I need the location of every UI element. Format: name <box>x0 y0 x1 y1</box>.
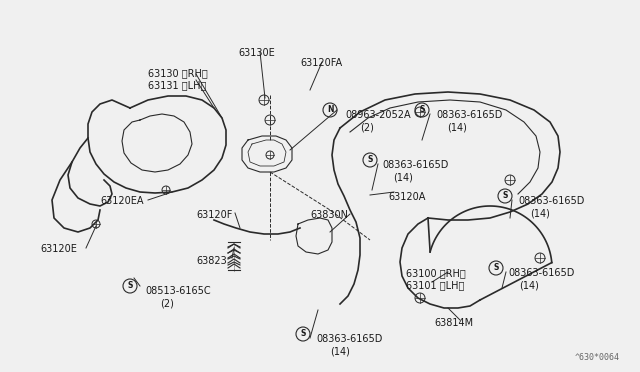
Text: (14): (14) <box>447 122 467 132</box>
Text: S: S <box>502 192 508 201</box>
Text: (14): (14) <box>393 172 413 182</box>
Text: 08363-6165D: 08363-6165D <box>518 196 584 206</box>
Text: 63120FA: 63120FA <box>300 58 342 68</box>
Text: 63101 〈LH〉: 63101 〈LH〉 <box>406 280 465 290</box>
Text: N: N <box>327 106 333 115</box>
Text: S: S <box>419 106 425 115</box>
Text: 08363-6165D: 08363-6165D <box>382 160 449 170</box>
Text: 63823: 63823 <box>196 256 227 266</box>
Text: S: S <box>367 155 372 164</box>
Text: 63131 〈LH〉: 63131 〈LH〉 <box>148 80 206 90</box>
Text: 63120EA: 63120EA <box>100 196 143 206</box>
Text: (14): (14) <box>519 280 539 290</box>
Text: S: S <box>493 263 499 273</box>
Text: S: S <box>127 282 132 291</box>
Text: 63100 〈RH〉: 63100 〈RH〉 <box>406 268 466 278</box>
Text: 63130 〈RH〉: 63130 〈RH〉 <box>148 68 208 78</box>
Text: 63814M: 63814M <box>434 318 473 328</box>
Text: (2): (2) <box>160 298 174 308</box>
Text: 08963-2052A: 08963-2052A <box>345 110 411 120</box>
Text: 63120F: 63120F <box>196 210 232 220</box>
Text: 63120A: 63120A <box>388 192 426 202</box>
Text: 08363-6165D: 08363-6165D <box>508 268 574 278</box>
Text: (2): (2) <box>360 122 374 132</box>
Text: S: S <box>300 330 306 339</box>
Text: 08363-6165D: 08363-6165D <box>316 334 382 344</box>
Text: (14): (14) <box>530 208 550 218</box>
Text: 63120E: 63120E <box>40 244 77 254</box>
Text: 63130E: 63130E <box>238 48 275 58</box>
Text: 08363-6165D: 08363-6165D <box>436 110 502 120</box>
Text: 08513-6165C: 08513-6165C <box>145 286 211 296</box>
Text: (14): (14) <box>330 346 350 356</box>
Text: ^630*0064: ^630*0064 <box>575 353 620 362</box>
Text: 63830N: 63830N <box>310 210 348 220</box>
